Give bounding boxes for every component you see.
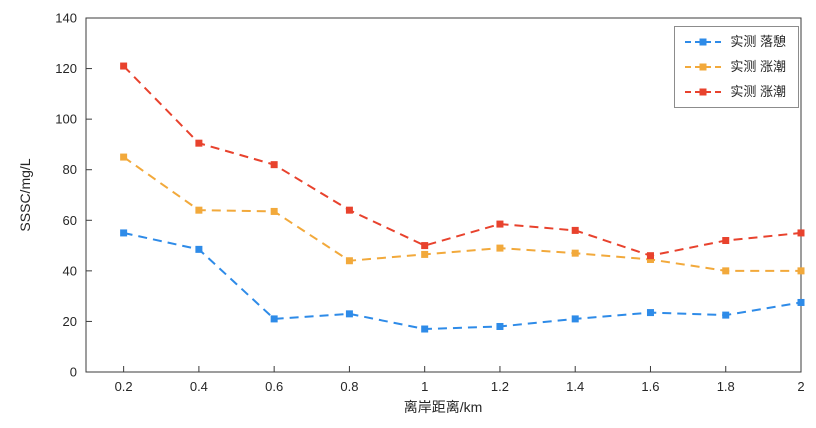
data-point-marker [345,257,353,265]
legend: 实测 落憩 实测 涨潮 实测 涨潮 [674,26,799,108]
data-point-marker [270,315,278,323]
data-point-marker [646,252,654,260]
legend-line-sample-red [685,88,722,96]
data-point-marker [571,315,579,323]
data-point-marker [421,325,429,333]
y-axis-label: SSSC/mg/L [17,158,33,231]
data-point-marker [722,267,730,275]
data-point-marker [646,255,654,263]
series-line-1 [123,156,801,272]
x-tick-label: 0.6 [265,379,283,394]
data-point-marker [195,139,203,147]
y-tick-label: 60 [63,213,77,228]
data-point-marker [496,244,504,252]
data-point-marker [421,250,429,258]
x-tick-label: 1.2 [491,379,509,394]
x-tick-label: 0.8 [340,379,358,394]
legend-label: 实测 涨潮 [730,84,786,99]
y-tick-label: 0 [70,365,77,380]
data-point-marker [571,226,579,234]
data-point-marker [421,242,429,250]
x-tick-label: 1.4 [566,379,584,394]
plot-generated: 0.2 0.4 0.6 0.8 1 1.2 1.4 1.6 1.8 202040608010012… [55,11,804,395]
data-point-marker [797,267,805,275]
legend-entry-flood-1: 实测 涨潮 [685,59,786,75]
y-tick-label: 40 [63,263,77,278]
data-point-marker [496,220,504,228]
x-tick-label: 1 [421,379,428,394]
data-point-marker [270,161,278,169]
data-point-marker [646,309,654,317]
series-line-0 [123,231,802,331]
x-tick-label: 0.4 [190,379,208,394]
square-marker-icon [699,63,707,71]
data-point-marker [120,229,128,237]
series-line-2 [122,65,802,257]
data-point-marker [797,229,805,237]
data-point-marker [496,322,504,330]
data-point-marker [345,310,353,318]
data-point-marker [270,207,278,215]
data-point-marker [797,298,805,306]
legend-label: 实测 落憩 [730,34,786,49]
legend-label: 实测 涨潮 [730,59,786,74]
legend-line-sample-blue [685,38,722,46]
data-point-marker [120,62,128,70]
data-point-marker [722,311,730,319]
y-tick-label: 100 [55,112,77,127]
x-tick-label: 0.2 [115,379,133,394]
data-point-marker [195,206,203,214]
x-axis-label: 离岸距离/km [404,399,483,415]
data-point-marker [195,245,203,253]
x-tick-label: 1.8 [717,379,735,394]
data-point-marker [722,237,730,245]
y-tick-label: 120 [55,61,77,76]
x-tick-label: 2 [797,379,804,394]
data-point-marker [120,153,128,161]
legend-line-sample-yellow [685,63,722,71]
data-point-marker [571,249,579,257]
y-tick-label: 80 [63,162,77,177]
y-tick-label: 140 [55,11,77,26]
square-marker-icon [699,88,707,96]
legend-entry-ebb-slack: 实测 落憩 [685,34,786,50]
legend-entry-flood-2: 实测 涨潮 [685,84,786,100]
y-tick-label: 20 [63,314,77,329]
data-point-marker [345,206,353,214]
square-marker-icon [699,38,707,46]
x-tick-label: 1.6 [641,379,659,394]
axis-box [85,17,802,373]
